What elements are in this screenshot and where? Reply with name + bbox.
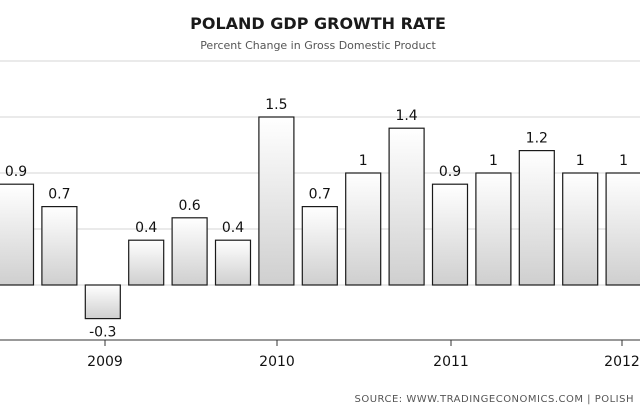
data-labels: 0.9 0.7 -0.3 0.4 0.6 0.4 1.5 0.7 1 1.4 0.9 1 1.2 1 1 bbox=[5, 97, 628, 341]
bar-8[interactable] bbox=[345, 172, 382, 286]
chart-title: POLAND GDP GROWTH RATE bbox=[190, 14, 446, 33]
data-label-6: 1.5 bbox=[265, 97, 287, 113]
x-tick-label-2012: 2012 bbox=[604, 354, 640, 370]
x-tick-label-2009: 2009 bbox=[87, 354, 123, 370]
bar-series bbox=[0, 116, 640, 320]
data-label-2: -0.3 bbox=[89, 325, 116, 341]
bar-1[interactable] bbox=[41, 206, 78, 286]
bar-14[interactable] bbox=[605, 172, 640, 286]
data-label-0: 0.9 bbox=[5, 164, 27, 180]
data-label-4: 0.6 bbox=[178, 198, 200, 214]
data-label-5: 0.4 bbox=[222, 220, 244, 236]
x-tick-label-2011: 2011 bbox=[433, 354, 469, 370]
bar-5[interactable] bbox=[214, 239, 252, 286]
bar-11[interactable] bbox=[475, 172, 512, 286]
bar-3[interactable] bbox=[128, 239, 165, 286]
x-tick-label-2010: 2010 bbox=[259, 354, 295, 370]
bar-12[interactable] bbox=[518, 150, 555, 286]
bar-9[interactable] bbox=[388, 127, 425, 286]
data-label-8: 1 bbox=[359, 153, 368, 169]
data-label-11: 1 bbox=[489, 153, 498, 169]
data-label-12: 1.2 bbox=[526, 131, 548, 147]
data-label-3: 0.4 bbox=[135, 220, 157, 236]
bar-0[interactable] bbox=[0, 183, 35, 286]
data-label-13: 1 bbox=[576, 153, 585, 169]
x-axis-ticks: 2009 2010 2011 2012 bbox=[87, 340, 640, 370]
data-label-14: 1 bbox=[619, 153, 628, 169]
bar-13[interactable] bbox=[562, 172, 599, 286]
chart-subtitle: Percent Change in Gross Domestic Product bbox=[200, 39, 436, 52]
bar-7[interactable] bbox=[301, 206, 338, 286]
data-label-10: 0.9 bbox=[439, 164, 461, 180]
bar-10[interactable] bbox=[431, 183, 469, 286]
bar-4[interactable] bbox=[171, 217, 208, 286]
source-note: SOURCE: WWW.TRADINGECONOMICS.COM | POLIS… bbox=[354, 394, 634, 405]
bar-2[interactable] bbox=[84, 284, 121, 320]
data-label-7: 0.7 bbox=[309, 187, 331, 203]
data-label-9: 1.4 bbox=[395, 108, 417, 124]
bar-6[interactable] bbox=[258, 116, 295, 286]
data-label-1: 0.7 bbox=[48, 187, 70, 203]
